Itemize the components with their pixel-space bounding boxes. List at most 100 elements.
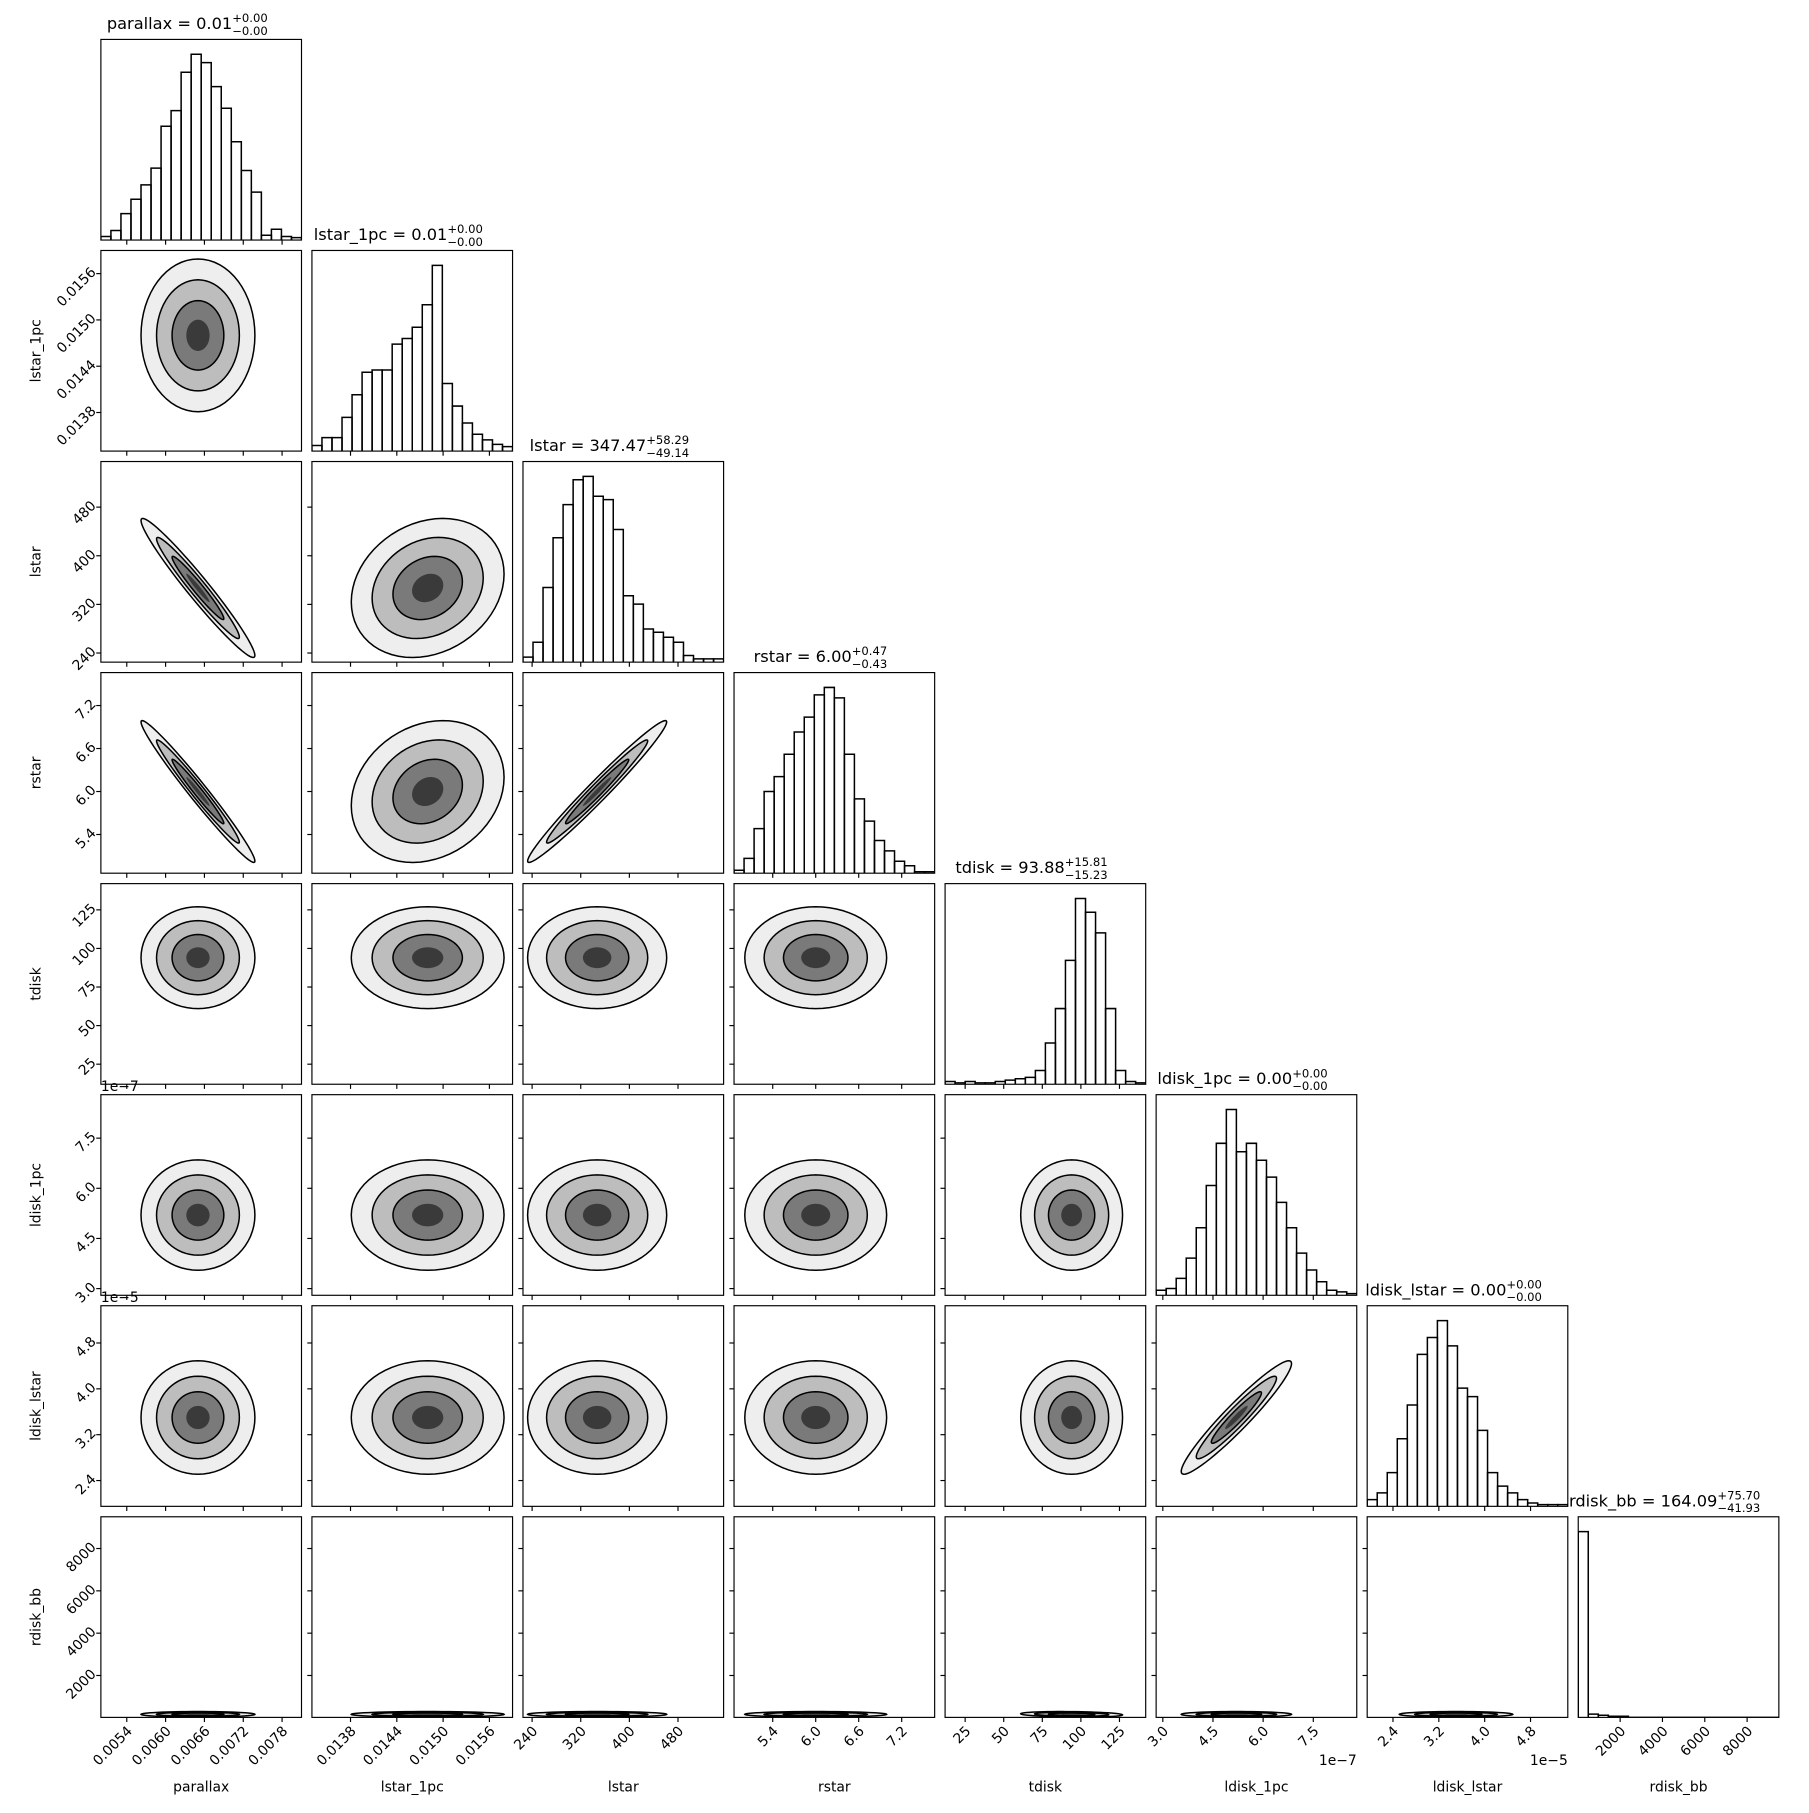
histogram-bin (1235, 1151, 1248, 1296)
histogram-bin (1275, 1201, 1288, 1296)
density-contour (186, 319, 210, 351)
histogram-bin (793, 731, 806, 874)
panel-frame (100, 249, 303, 452)
title-lower: −0.43 (852, 657, 887, 671)
panel-title: rstar = 6.00+0.47 −0.43 (754, 644, 888, 671)
y-offset-label: 1e−7 (101, 1079, 139, 1095)
density-contour (186, 1405, 210, 1430)
panel (744, 1159, 888, 1271)
histogram-bin (140, 184, 152, 241)
histogram-bin (321, 436, 333, 452)
x-tick-label: 0.0156 (453, 1723, 499, 1769)
y-tick-label: 6.6 (73, 739, 100, 766)
density-contour (582, 947, 612, 969)
x-tick-label: 0.0150 (407, 1723, 453, 1769)
panel-frame (733, 883, 936, 1085)
x-tick-label: 320 (560, 1723, 590, 1753)
histogram-bin (1446, 1345, 1459, 1507)
density-contour (186, 1713, 210, 1715)
panel-frame (522, 1094, 725, 1296)
panel-title: lstar = 347.47+58.29 −49.14 (530, 433, 689, 460)
histogram-bin (1064, 959, 1077, 1085)
x-tick-label: 4000 (1635, 1723, 1671, 1759)
y-tick-label: 4.0 (73, 1380, 100, 1407)
x-tick-label: 240 (511, 1723, 541, 1753)
y-tick-label: 6.0 (73, 1179, 100, 1206)
histogram-bin (1084, 911, 1097, 1085)
histogram-bin (150, 167, 162, 241)
histogram-bin (572, 478, 584, 663)
panel-frame (1155, 1516, 1358, 1718)
x-tick-label: 0.0144 (360, 1723, 406, 1769)
histogram-bin (210, 85, 223, 241)
panel (1578, 1530, 1779, 1718)
panel-frame (311, 883, 514, 1085)
histogram-bin (311, 444, 323, 452)
histogram-bin (1074, 897, 1087, 1085)
title-main: parallax = 0.01 (107, 14, 232, 33)
y-tick-label: 4.8 (73, 1334, 100, 1361)
panel (526, 1359, 668, 1475)
histogram-bin (331, 436, 343, 452)
y-tick-label: 2000 (63, 1666, 99, 1702)
histogram-bin (1436, 1319, 1449, 1507)
panel (526, 1159, 668, 1271)
panel (1019, 1359, 1124, 1475)
x-tick-label: 75 (1028, 1723, 1052, 1747)
panel (140, 719, 256, 864)
panel-title: lstar_1pc = 0.01+0.00 −0.00 (314, 222, 483, 249)
histogram-bin (381, 369, 393, 452)
density-contour (801, 1203, 831, 1227)
histogram-bin (1175, 1277, 1187, 1296)
panel-frame (522, 460, 725, 663)
x-tick-label: 4.0 (1467, 1723, 1494, 1750)
panel-frame (311, 1094, 514, 1296)
y-tick-label: 8000 (63, 1539, 99, 1575)
panel-title: tdisk = 93.88+15.81 −15.23 (955, 855, 1107, 882)
panel-frame (522, 1305, 725, 1507)
y-tick-label: 4.5 (73, 1229, 100, 1256)
histogram-bin (1486, 1471, 1499, 1507)
x-tick-label: 125 (1099, 1723, 1129, 1753)
density-contour (186, 947, 210, 969)
title-main: ldisk_1pc = 0.00 (1157, 1069, 1292, 1089)
histogram-bin (120, 212, 132, 241)
panel (744, 906, 888, 1010)
panel-frame (522, 671, 725, 874)
panel-frame (311, 249, 514, 452)
density-contour (1444, 1713, 1468, 1715)
panel (526, 906, 668, 1010)
histogram-bin (672, 641, 685, 663)
histogram-bin (873, 839, 886, 874)
density-contour (412, 777, 444, 807)
y-tick-label: 50 (76, 1016, 100, 1040)
histogram-bin (1426, 1336, 1439, 1507)
y-tick-label: 6000 (63, 1582, 99, 1618)
histogram-bin (632, 603, 645, 663)
title-upper: +0.00 (1292, 1066, 1327, 1080)
panel-frame (733, 1094, 936, 1296)
histogram-bin (1406, 1404, 1419, 1507)
panel-frame (1577, 1516, 1780, 1718)
histogram-bin (532, 641, 544, 663)
y-tick-label: 0.0138 (54, 403, 100, 449)
density-contour (412, 1713, 444, 1715)
histogram-bin (1156, 1289, 1167, 1296)
histogram-bin (863, 820, 876, 874)
title-lower: −0.00 (1506, 1290, 1541, 1304)
x-tick-label: 480 (657, 1723, 687, 1753)
y-tick-label: 75 (76, 978, 100, 1002)
x-tick-label: 25 (950, 1723, 974, 1747)
x-tick-label: 0.0066 (168, 1723, 214, 1769)
x-tick-label: 0.0072 (207, 1723, 253, 1769)
histogram-bin (1325, 1289, 1338, 1296)
panel-frame (100, 1516, 303, 1718)
histogram-bin (1054, 1007, 1067, 1085)
x-tick-label: 4.8 (1513, 1723, 1540, 1750)
histogram-bin (1044, 1042, 1057, 1085)
histogram-bin (1367, 1498, 1378, 1507)
histogram-bin (190, 53, 202, 241)
y-tick-label: 320 (70, 595, 100, 625)
y-tick-label: 100 (70, 939, 100, 969)
histogram-bin (491, 443, 504, 452)
